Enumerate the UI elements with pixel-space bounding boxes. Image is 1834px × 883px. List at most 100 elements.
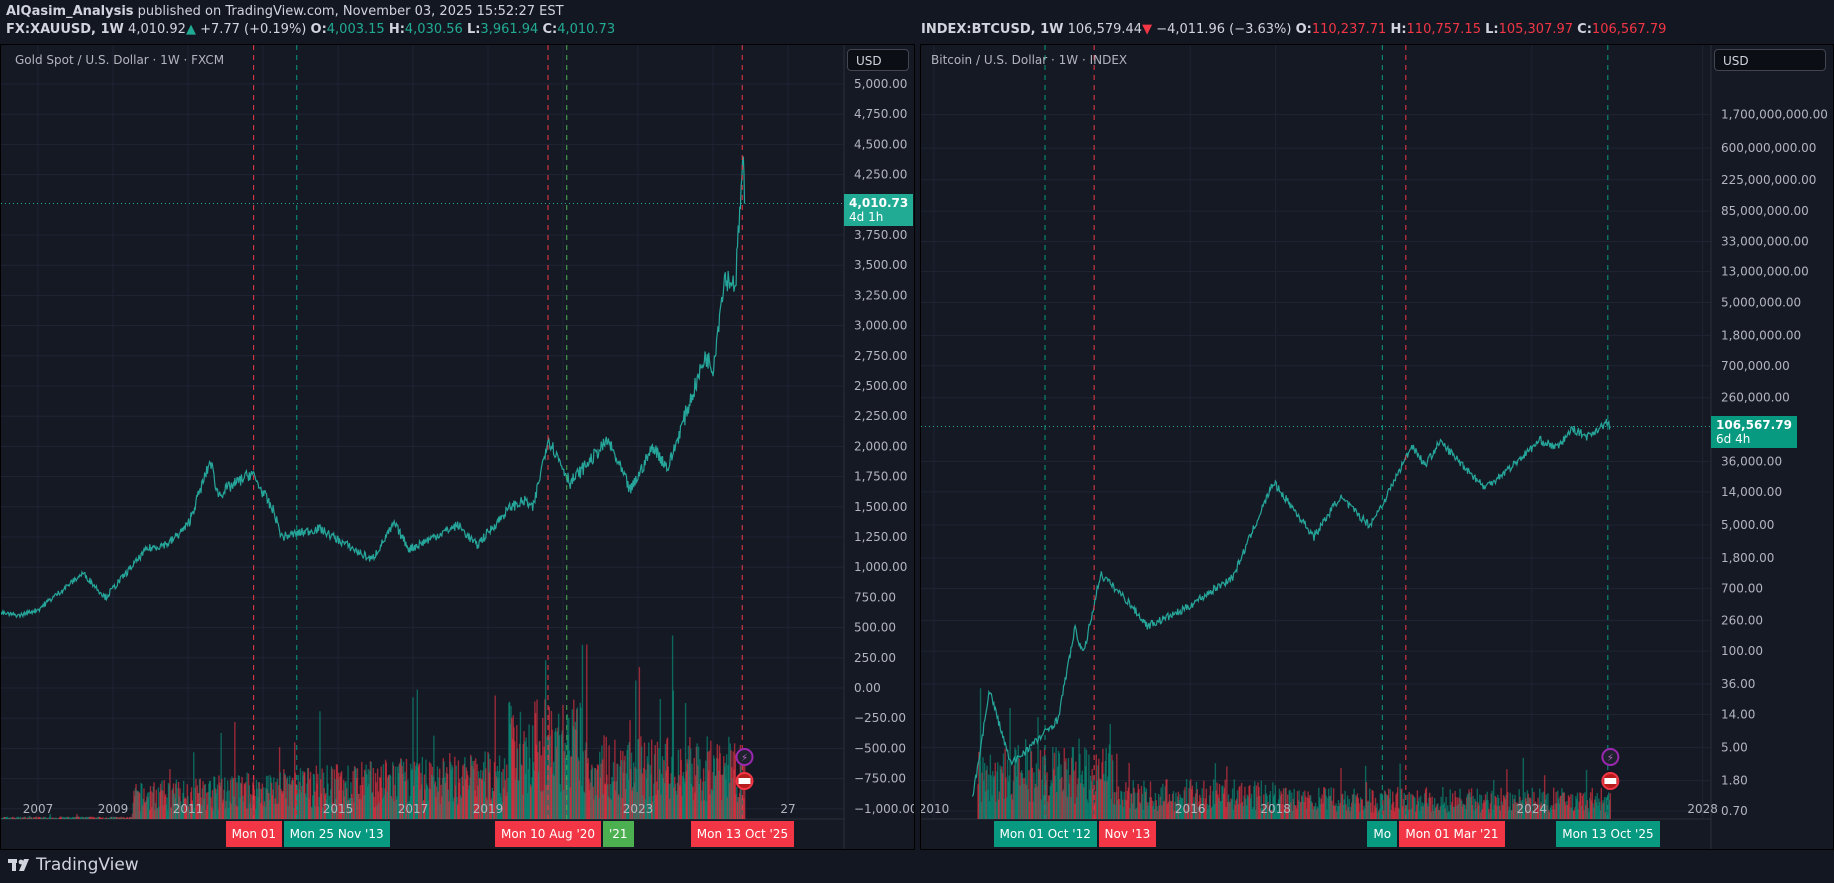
volume-bar (460, 797, 462, 819)
volume-bar (1228, 801, 1231, 819)
volume-bar (453, 797, 455, 819)
volume-bar (1187, 803, 1189, 819)
gold-chart-svg[interactable]: 5,000.004,750.004,500.004,250.003,750.00… (1, 45, 914, 849)
volume-bar (1122, 807, 1125, 819)
volume-bar (242, 795, 244, 819)
volume-bar (1492, 809, 1494, 819)
volume-bar (1595, 802, 1598, 819)
volume-bar (149, 786, 152, 819)
volume-bar (716, 744, 719, 819)
volume-bar (997, 799, 1000, 819)
volume-bar (1365, 782, 1368, 819)
volume-bar (701, 790, 703, 819)
volume-bar (422, 800, 424, 819)
volume-bar (623, 760, 625, 819)
volume-bar (9, 817, 12, 819)
volume-bar (244, 782, 247, 819)
volume-bar (1480, 795, 1483, 819)
volume-bar (217, 809, 219, 819)
volume-bar (1116, 799, 1119, 819)
volume-bar (1556, 802, 1558, 819)
volume-bar (97, 817, 99, 819)
volume-bar (255, 808, 257, 819)
volume-bar (589, 782, 592, 819)
volume-bar (983, 763, 986, 819)
volume-bar (231, 779, 234, 819)
volume-bar (366, 786, 369, 819)
volume-bar (612, 762, 615, 819)
volume-bar (224, 808, 227, 819)
btc-symbol[interactable]: INDEX:BTCUSD, 1W (921, 22, 1064, 37)
tradingview-logo[interactable]: TradingView (8, 855, 139, 875)
volume-bar (409, 795, 411, 819)
volume-bar (1165, 779, 1167, 819)
publish-info: AlQasim_Analysis published on TradingVie… (6, 4, 564, 19)
volume-bar (1222, 793, 1225, 819)
volume-bar (314, 791, 316, 819)
volume-bar (377, 791, 380, 819)
volume-bar (628, 741, 631, 819)
volume-bar (594, 768, 597, 819)
volume-bar (200, 805, 203, 819)
volume-bar (385, 762, 387, 819)
author-name[interactable]: AlQasim_Analysis (6, 4, 134, 19)
gold-symbol[interactable]: FX:XAUUSD, 1W (6, 22, 124, 37)
volume-bar (988, 801, 991, 819)
btc-change: −4,011.96 (−3.63%) (1156, 22, 1292, 37)
x-axis-tick-label: 2023 (623, 802, 654, 816)
volume-bar (251, 795, 253, 819)
volume-bar (1296, 791, 1299, 819)
volume-bar (14, 817, 16, 819)
volume-bar (1508, 806, 1511, 819)
x-axis-tick-label: 2019 (473, 802, 504, 816)
volume-bar (1438, 810, 1441, 819)
volume-bar (1144, 791, 1147, 819)
volume-bar (1521, 799, 1524, 819)
volume-bar (1520, 802, 1523, 819)
btc-chart-title: Bitcoin / U.S. Dollar · 1W · INDEX (931, 53, 1128, 67)
volume-bar (433, 784, 436, 819)
volume-bar (1562, 792, 1564, 819)
volume-bar (429, 789, 431, 819)
volume-bar (480, 778, 483, 819)
volume-bar (529, 757, 531, 819)
volume-bar (533, 770, 535, 819)
volume-bar (56, 818, 59, 819)
volume-bar (1342, 805, 1345, 819)
volume-bar (1070, 797, 1072, 819)
volume-bar (1531, 787, 1534, 819)
volume-bar (1262, 804, 1264, 819)
btc-chart-svg[interactable]: 1,700,000,000.00600,000,000.00225,000,00… (921, 45, 1833, 849)
y-axis-tick-label: 4,750.00 (854, 107, 907, 121)
lightning-event-icon (1601, 748, 1620, 766)
btc-chart-panel[interactable]: 1,700,000,000.00 600,000,000.00 225,000,00… (920, 44, 1834, 850)
volume-bar (1516, 804, 1518, 819)
volume-bar (30, 817, 33, 819)
volume-bar (465, 767, 468, 819)
volume-bar (53, 818, 55, 819)
volume-bar (313, 774, 315, 819)
volume-bar (118, 817, 121, 819)
volume-bar (272, 789, 274, 819)
volume-bar (311, 808, 313, 819)
volume-bar (1198, 801, 1200, 819)
volume-bar (579, 702, 581, 819)
volume-bar (448, 801, 450, 819)
volume-bar (1378, 808, 1381, 819)
gold-currency-button[interactable]: USD (847, 49, 909, 71)
volume-bar (1269, 791, 1272, 819)
volume-bar (612, 781, 614, 819)
volume-bar (1238, 787, 1240, 819)
volume-bar (560, 734, 563, 819)
volume-bar (635, 680, 637, 819)
volume-bar (616, 763, 618, 819)
volume-bar (1429, 797, 1432, 819)
volume-bar (216, 784, 219, 819)
gold-chart-panel[interactable]: 5,000.00 4,750.00 4,500.00 4,250.00 3,750.00… (0, 44, 915, 850)
volume-bar (1418, 797, 1420, 819)
volume-bar (464, 757, 466, 819)
btc-currency-button[interactable]: USD (1714, 49, 1826, 71)
volume-bar (1277, 799, 1280, 819)
volume-bar (583, 792, 586, 819)
volume-bar (645, 769, 647, 819)
